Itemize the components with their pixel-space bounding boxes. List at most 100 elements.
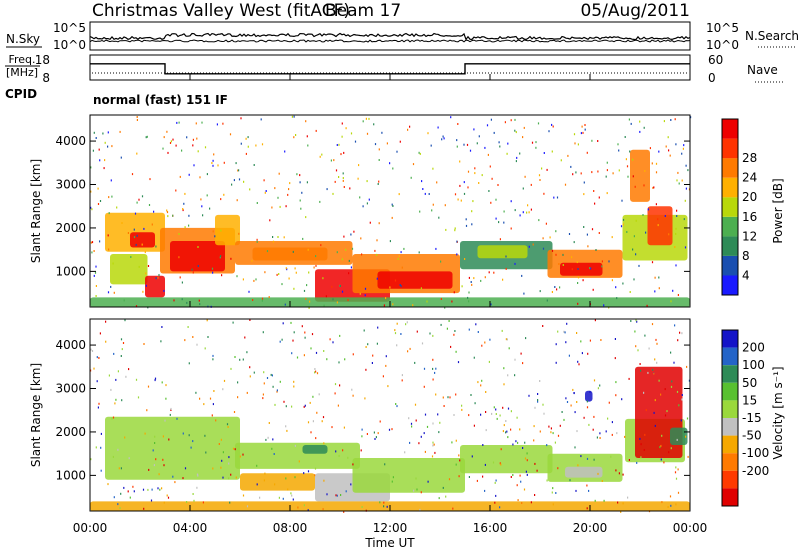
velocity-speck: [576, 401, 578, 403]
power-speck: [381, 131, 383, 134]
velocity-speck: [196, 486, 198, 489]
velocity-speck: [316, 372, 319, 375]
velocity-speck: [271, 447, 273, 450]
velocity-speck: [494, 501, 496, 504]
power-speck: [351, 247, 354, 250]
power-speck: [95, 137, 97, 139]
noise-left-tick-bottom: 10^0: [53, 38, 86, 52]
power-speck: [504, 121, 506, 124]
velocity-speck: [495, 408, 497, 411]
velocity-speck: [303, 405, 305, 408]
velocity-speck: [661, 501, 663, 504]
velocity-speck: [503, 424, 505, 427]
power-speck: [459, 184, 461, 187]
velocity-speck: [174, 481, 176, 484]
velocity-speck: [655, 338, 657, 341]
power-speck: [110, 179, 112, 182]
power-speck: [339, 285, 341, 287]
velocity-speck: [246, 391, 248, 394]
power-speck: [487, 153, 489, 156]
velocity-speck: [446, 327, 448, 330]
velocity-speck: [90, 369, 92, 372]
power-speck: [374, 143, 377, 146]
velocity-speck: [161, 381, 163, 384]
velocity-heatmap-cells: [90, 366, 690, 511]
power-speck: [498, 141, 500, 144]
velocity-speck: [653, 372, 655, 375]
power-cell-17: [647, 206, 673, 246]
power-speck: [358, 164, 360, 167]
velocity-speck: [458, 454, 460, 457]
velocity-speck: [396, 405, 398, 408]
power-colorbar-swatch: [722, 138, 738, 159]
velocity-speck: [335, 494, 337, 497]
power-speck: [667, 136, 669, 139]
velocity-speck: [331, 426, 333, 429]
velocity-speck: [290, 492, 292, 495]
velocity-speck: [660, 444, 662, 447]
velocity-speck: [157, 487, 159, 490]
power-speck: [331, 285, 333, 288]
velocity-cell-5: [352, 458, 465, 493]
velocity-speck: [268, 422, 270, 424]
velocity-speck: [533, 439, 535, 442]
velocity-speck: [192, 336, 194, 338]
power-speck: [643, 184, 645, 187]
velocity-speck: [384, 463, 386, 466]
power-colorbar-tick: 28: [742, 151, 757, 165]
power-speck: [197, 150, 199, 153]
power-speck: [91, 251, 93, 254]
velocity-speck: [98, 402, 100, 405]
velocity-speck: [586, 406, 589, 409]
power-speck: [364, 294, 366, 297]
velocity-speck: [611, 421, 613, 424]
velocity-speck: [555, 492, 557, 494]
power-speck: [658, 276, 660, 279]
cpid-text: normal (fast) 151 IF: [93, 93, 228, 107]
power-speck: [528, 245, 530, 248]
power-colorbar-swatch: [722, 255, 738, 276]
power-speck: [685, 164, 687, 167]
velocity-speck: [307, 509, 309, 512]
power-speck: [400, 285, 402, 288]
velocity-speck: [235, 476, 237, 479]
velocity-speck: [195, 391, 197, 394]
power-speck: [186, 301, 188, 304]
velocity-speck: [517, 499, 519, 502]
power-speck: [467, 170, 470, 173]
velocity-speck: [262, 397, 264, 400]
velocity-speck: [301, 325, 303, 328]
velocity-speck: [263, 382, 265, 385]
velocity-colorbar-swatch: [722, 382, 738, 401]
velocity-speck: [310, 431, 312, 434]
velocity-speck: [438, 497, 440, 500]
velocity-speck: [396, 344, 398, 347]
velocity-ytick-label: 3000: [55, 382, 86, 396]
power-speck: [606, 161, 608, 164]
power-speck: [247, 145, 249, 148]
power-speck: [584, 128, 586, 131]
cpid-label: CPID: [5, 87, 37, 101]
power-speck: [111, 145, 113, 148]
velocity-colorbar-swatch: [722, 330, 738, 348]
velocity-speck: [338, 361, 340, 364]
power-speck: [198, 299, 200, 302]
power-speck: [391, 216, 393, 219]
velocity-speck: [432, 441, 434, 444]
noise-panel-frame: [89, 21, 691, 51]
velocity-colorbar-swatch: [722, 400, 738, 418]
power-speck: [523, 292, 525, 295]
power-speck: [583, 193, 585, 196]
power-speck: [349, 187, 351, 190]
velocity-speck: [334, 392, 336, 395]
power-speck: [141, 195, 144, 198]
power-speck: [172, 138, 174, 141]
velocity-speck: [120, 338, 123, 341]
velocity-speck: [246, 351, 248, 354]
velocity-speck: [222, 476, 224, 479]
velocity-speck: [230, 473, 232, 476]
power-speck: [119, 130, 121, 133]
velocity-speck: [644, 433, 646, 436]
power-speck: [422, 188, 424, 190]
velocity-speck: [193, 499, 195, 502]
